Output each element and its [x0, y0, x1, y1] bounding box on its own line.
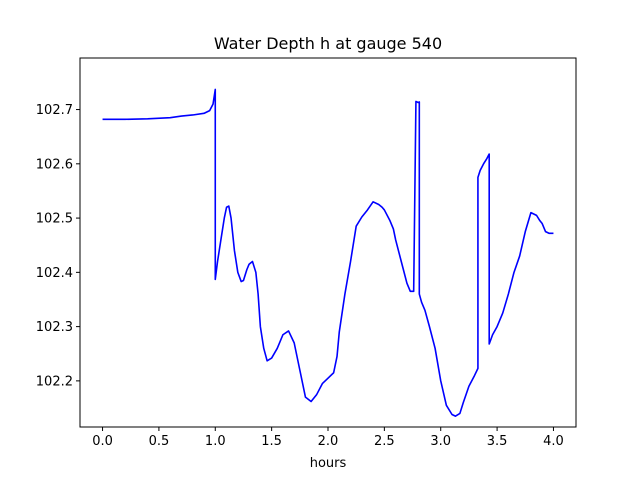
y-tick-label: 102.6 [36, 157, 73, 172]
x-tick-label: 0.0 [92, 434, 113, 449]
axes-frame [79, 57, 577, 428]
y-tick-label: 102.2 [36, 374, 73, 389]
x-axis-label: hours [310, 456, 347, 471]
y-axis-ticks: 102.2 102.3 102.4 102.5 102.6 102.7 [36, 103, 80, 389]
x-tick-label: 1.5 [261, 434, 282, 449]
x-tick-label: 2.0 [318, 434, 339, 449]
y-tick-label: 102.7 [36, 103, 73, 118]
x-tick-label: 4.0 [543, 434, 564, 449]
x-tick-label: 2.5 [374, 434, 395, 449]
x-tick-label: 3.5 [487, 434, 508, 449]
series-line-0 [102, 88, 554, 417]
chart-title: Water Depth h at gauge 540 [214, 34, 442, 53]
y-tick-label: 102.3 [36, 320, 73, 335]
x-tick-label: 3.0 [430, 434, 451, 449]
y-tick-label: 102.5 [36, 212, 73, 227]
x-tick-label: 1.0 [205, 434, 226, 449]
plot-area [102, 88, 554, 417]
y-tick-label: 102.4 [36, 266, 73, 281]
x-tick-label: 0.5 [149, 434, 170, 449]
x-axis-ticks: 0.0 0.5 1.0 1.5 2.0 2.5 3.0 3.5 4.0 [92, 427, 564, 449]
